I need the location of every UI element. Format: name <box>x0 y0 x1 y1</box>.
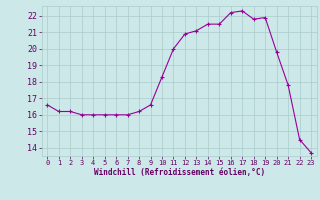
X-axis label: Windchill (Refroidissement éolien,°C): Windchill (Refroidissement éolien,°C) <box>94 168 265 177</box>
